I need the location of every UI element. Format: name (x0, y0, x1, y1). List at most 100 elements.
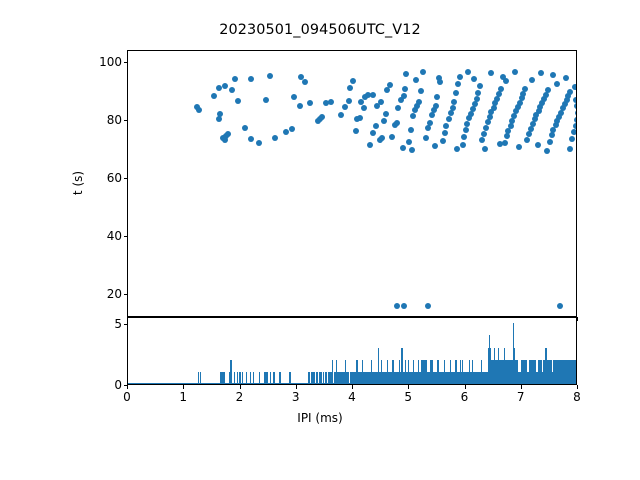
scatter-point (524, 137, 531, 144)
histogram-bar (509, 359, 511, 384)
histogram-bar (354, 371, 356, 384)
histogram-bar (375, 371, 377, 384)
histogram-bar (477, 371, 479, 384)
scatter-point (383, 86, 390, 93)
histogram-bar (443, 371, 445, 384)
scatter-point (327, 99, 334, 106)
histogram-bar (417, 371, 419, 384)
histogram-bar (329, 371, 331, 384)
histogram-bar (319, 371, 321, 384)
scatter-point (411, 106, 418, 113)
histogram-bar (475, 371, 477, 384)
scatter-point (414, 103, 421, 110)
histogram-bar (518, 371, 520, 384)
histogram-bar (266, 371, 268, 384)
histogram-bar (399, 359, 401, 384)
histogram-bar (411, 371, 413, 384)
histogram-bar (548, 359, 550, 384)
histogram-bar (555, 359, 557, 384)
histogram-bar (422, 359, 424, 384)
histogram-bar (439, 371, 441, 384)
histogram-bar (562, 359, 564, 384)
scatter-point-layer (128, 51, 576, 316)
histogram-bar (372, 371, 374, 384)
histogram-bar (359, 371, 361, 384)
histogram-bar (407, 371, 409, 384)
histogram-bar (512, 323, 514, 384)
scatter-point (479, 136, 486, 143)
scatter-point (445, 116, 452, 123)
scatter-point (546, 139, 553, 146)
histogram-bar (535, 359, 537, 384)
scatter-point (424, 303, 431, 310)
histogram-bar (401, 347, 403, 384)
histogram-bar (561, 359, 563, 384)
scatter-point (389, 134, 396, 141)
scatter-point (512, 68, 518, 75)
histogram-bar (229, 371, 231, 384)
scatter-point (462, 126, 469, 133)
scatter-x-tick (577, 317, 578, 321)
scatter-point (527, 126, 534, 133)
histogram-bar (341, 371, 343, 384)
histogram-bar (357, 371, 359, 384)
histogram-bar (269, 371, 271, 384)
histogram-bar (274, 371, 276, 384)
histogram-bar (405, 371, 407, 384)
histogram-bar (421, 359, 423, 384)
scatter-point (520, 90, 527, 97)
scatter-point (515, 144, 522, 151)
histogram-bar (565, 359, 567, 384)
scatter-point (426, 119, 433, 126)
scatter-point (496, 91, 503, 98)
histogram-bar (563, 359, 565, 384)
scatter-point (509, 117, 516, 124)
scatter-y-tick (123, 177, 127, 179)
histogram-bar (453, 371, 455, 384)
scatter-point (196, 106, 203, 113)
histogram-bar (504, 359, 506, 384)
histogram-x-tick-label: 7 (516, 390, 525, 404)
scatter-point (573, 117, 576, 124)
scatter-point (382, 110, 389, 117)
histogram-bar (440, 371, 442, 384)
scatter-point (482, 146, 489, 153)
scatter-point (424, 125, 431, 132)
scatter-point (575, 110, 576, 117)
scatter-point (530, 120, 536, 127)
scatter-point (469, 106, 476, 113)
histogram-bar (308, 371, 310, 384)
scatter-point (337, 111, 344, 118)
scatter-point (555, 113, 562, 120)
scatter-point (352, 128, 359, 135)
histogram-bar (560, 359, 562, 384)
scatter-point (465, 115, 472, 122)
histogram-bar (419, 371, 421, 384)
scatter-point (350, 78, 356, 85)
scatter-point (372, 122, 379, 129)
scatter-point (224, 131, 231, 137)
scatter-point (503, 78, 509, 85)
histogram-bar (452, 371, 454, 384)
scatter-point (501, 139, 508, 146)
scatter-y-tick (123, 119, 127, 121)
histogram-bar (258, 371, 260, 384)
histogram-bar (448, 371, 450, 384)
histogram-bar (346, 371, 348, 384)
histogram-bar (420, 359, 422, 384)
histogram-y-tick-label: 0 (114, 378, 122, 392)
scatter-point (497, 86, 504, 93)
histogram-bar (508, 359, 510, 384)
scatter-point (573, 96, 576, 103)
scatter-point (522, 85, 529, 92)
scatter-point (428, 111, 435, 118)
scatter-point (290, 94, 297, 101)
histogram-bar (444, 359, 446, 384)
histogram-bar (441, 371, 443, 384)
scatter-point (561, 101, 568, 108)
histogram-bar (545, 347, 547, 384)
histogram-bar (533, 359, 535, 384)
scatter-point (464, 120, 471, 127)
histogram-bar (376, 371, 378, 384)
histogram-bar (324, 371, 326, 384)
